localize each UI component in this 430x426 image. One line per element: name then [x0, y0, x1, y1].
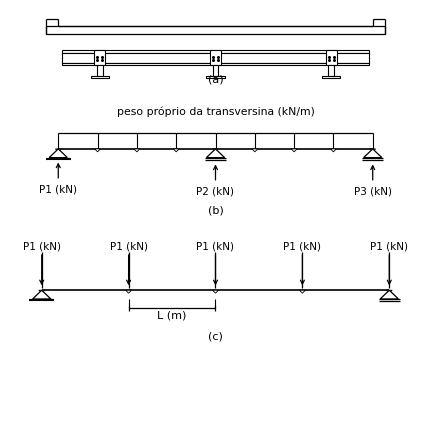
Polygon shape [385, 291, 391, 294]
Bar [94, 51, 105, 66]
Text: peso próprio da transversina (kN/m): peso próprio da transversina (kN/m) [116, 106, 314, 117]
Text: P1 (kN): P1 (kN) [109, 241, 147, 251]
Text: L (m): L (m) [157, 310, 186, 320]
Bar [209, 51, 221, 66]
Text: P1 (kN): P1 (kN) [39, 184, 77, 193]
Text: P1 (kN): P1 (kN) [23, 241, 61, 251]
Polygon shape [299, 291, 304, 294]
Text: P1 (kN): P1 (kN) [369, 241, 407, 251]
Bar [96, 66, 102, 77]
Polygon shape [212, 150, 218, 153]
Bar [62, 54, 368, 63]
Bar [328, 66, 334, 77]
Bar [90, 77, 108, 79]
Polygon shape [126, 291, 131, 294]
Text: P1 (kN): P1 (kN) [283, 241, 321, 251]
Polygon shape [212, 291, 218, 294]
Polygon shape [33, 291, 51, 299]
Text: (c): (c) [208, 331, 222, 341]
Bar [62, 51, 368, 54]
Text: P1 (kN): P1 (kN) [196, 241, 234, 251]
Bar [62, 63, 368, 66]
Text: (a): (a) [207, 75, 223, 85]
Polygon shape [95, 150, 100, 153]
Polygon shape [55, 150, 61, 153]
Polygon shape [363, 150, 381, 158]
Polygon shape [251, 150, 257, 153]
Polygon shape [134, 150, 139, 153]
Polygon shape [173, 150, 179, 153]
Bar [46, 27, 384, 35]
Bar [325, 51, 336, 66]
Polygon shape [49, 150, 67, 158]
Polygon shape [330, 150, 335, 153]
Bar [206, 77, 224, 79]
Polygon shape [379, 291, 397, 299]
Text: P3 (kN): P3 (kN) [353, 186, 391, 196]
Bar [322, 77, 340, 79]
Polygon shape [39, 291, 45, 294]
Text: (b): (b) [207, 204, 223, 215]
Bar [212, 66, 218, 77]
Polygon shape [369, 150, 375, 153]
Polygon shape [291, 150, 296, 153]
Text: P2 (kN): P2 (kN) [196, 186, 234, 196]
Polygon shape [206, 150, 224, 158]
